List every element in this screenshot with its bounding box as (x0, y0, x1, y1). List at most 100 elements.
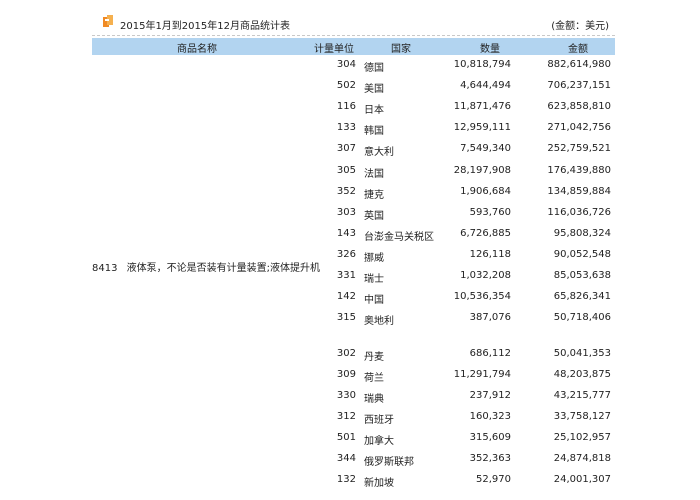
country-name: 挪威 (364, 253, 384, 264)
header-product-name: 商品名称 (177, 44, 217, 55)
quantity-cell: 28,197,908 (453, 165, 511, 176)
table-row: 315 奥地利 387,076 50,718,406 (320, 312, 615, 327)
amount-cell: 24,874,818 (553, 453, 611, 464)
table-row: 331 瑞士 1,032,208 85,053,638 (320, 270, 615, 285)
quantity-cell: 686,112 (469, 348, 511, 359)
country-name: 法国 (364, 169, 384, 180)
country-name: 日本 (364, 105, 384, 116)
table-row: 116 日本 11,871,476 623,858,810 (320, 101, 615, 116)
table-row: 307 意大利 7,549,340 252,759,521 (320, 143, 615, 158)
table-row: 312 西班牙 160,323 33,758,127 (320, 411, 615, 426)
table-row: 326 挪威 126,118 90,052,548 (320, 249, 615, 264)
country-code: 330 (336, 390, 356, 401)
country-name: 捷克 (364, 190, 384, 201)
quantity-cell: 6,726,885 (460, 228, 511, 239)
country-name: 加拿大 (364, 436, 394, 447)
table-row: 132 新加坡 52,970 24,001,307 (320, 474, 615, 489)
amount-cell: 134,859,884 (547, 186, 611, 197)
table-row: 133 韩国 12,959,111 271,042,756 (320, 122, 615, 137)
country-code: 309 (336, 369, 356, 380)
header-country: 国家 (391, 44, 411, 55)
quantity-cell: 315,609 (469, 432, 511, 443)
country-code: 143 (336, 228, 356, 239)
country-name: 丹麦 (364, 352, 384, 363)
amount-cell: 116,036,726 (547, 207, 611, 218)
amount-cell: 65,826,341 (553, 291, 611, 302)
country-name: 西班牙 (364, 415, 394, 426)
country-code: 331 (336, 270, 356, 281)
country-code: 352 (336, 186, 356, 197)
quantity-cell: 10,818,794 (453, 59, 511, 70)
amount-cell: 90,052,548 (553, 249, 611, 260)
quantity-cell: 12,959,111 (453, 122, 511, 133)
amount-cell: 176,439,880 (547, 165, 611, 176)
table-row: 344 俄罗斯联邦 352,363 24,874,818 (320, 453, 615, 468)
amount-cell: 33,758,127 (553, 411, 611, 422)
country-code: 502 (336, 80, 356, 91)
quantity-cell: 126,118 (469, 249, 511, 260)
quantity-cell: 352,363 (469, 453, 511, 464)
product-name: 液体泵，不论是否装有计量装置;液体提升机 (126, 263, 321, 274)
table-row: 330 瑞典 237,912 43,215,777 (320, 390, 615, 405)
table-row: 303 英国 593,760 116,036,726 (320, 207, 615, 222)
quantity-cell: 4,644,494 (460, 80, 511, 91)
country-code: 302 (336, 348, 356, 359)
amount-cell: 50,041,353 (553, 348, 611, 359)
amount-cell: 48,203,875 (553, 369, 611, 380)
product-code: 8413 (92, 263, 118, 274)
report-title: 2015年1月到2015年12月商品统计表 (120, 21, 290, 32)
country-code: 344 (336, 453, 356, 464)
table-row: 304 德国 10,818,794 882,614,980 (320, 59, 615, 74)
table-row: 302 丹麦 686,112 50,041,353 (320, 348, 615, 363)
country-name: 奥地利 (364, 316, 394, 327)
amount-cell: 24,001,307 (553, 474, 611, 485)
country-name: 美国 (364, 84, 384, 95)
country-code: 132 (336, 474, 356, 485)
quantity-cell: 11,291,794 (453, 369, 511, 380)
header-amount: 金额 (568, 44, 588, 55)
country-name: 英国 (364, 211, 384, 222)
currency-unit-label: (金额：美元) (551, 21, 609, 32)
quantity-cell: 237,912 (469, 390, 511, 401)
table-row: 305 法国 28,197,908 176,439,880 (320, 165, 615, 180)
country-code: 501 (336, 432, 356, 443)
country-name: 新加坡 (364, 478, 394, 489)
country-code: 116 (336, 101, 356, 112)
country-name: 瑞士 (364, 274, 384, 285)
country-name: 中国 (364, 295, 384, 306)
amount-cell: 271,042,756 (547, 122, 611, 133)
amount-cell: 706,237,151 (547, 80, 611, 91)
country-code: 133 (336, 122, 356, 133)
quantity-cell: 387,076 (469, 312, 511, 323)
country-code: 304 (336, 59, 356, 70)
quantity-cell: 10,536,354 (453, 291, 511, 302)
amount-cell: 623,858,810 (547, 101, 611, 112)
table-row: 309 荷兰 11,291,794 48,203,875 (320, 369, 615, 384)
quantity-cell: 160,323 (469, 411, 511, 422)
amount-cell: 50,718,406 (553, 312, 611, 323)
country-code: 315 (336, 312, 356, 323)
table-row: 502 美国 4,644,494 706,237,151 (320, 80, 615, 95)
report-title-bar: 2015年1月到2015年12月商品统计表 (金额：美元) (92, 10, 615, 36)
report-icon (103, 15, 113, 27)
country-name: 荷兰 (364, 373, 384, 384)
amount-cell: 85,053,638 (553, 270, 611, 281)
country-code: 303 (336, 207, 356, 218)
amount-cell: 25,102,957 (553, 432, 611, 443)
table-row: 501 加拿大 315,609 25,102,957 (320, 432, 615, 447)
quantity-cell: 52,970 (476, 474, 511, 485)
quantity-cell: 11,871,476 (453, 101, 511, 112)
country-code: 307 (336, 143, 356, 154)
header-quantity: 数量 (480, 44, 500, 55)
country-code: 326 (336, 249, 356, 260)
product-cell: 8413 液体泵，不论是否装有计量装置;液体提升机 (92, 259, 320, 274)
country-name: 台澎金马关税区 (364, 232, 434, 243)
header-unit: 计量单位 (314, 44, 354, 55)
quantity-cell: 1,906,684 (460, 186, 511, 197)
amount-cell: 43,215,777 (553, 390, 611, 401)
amount-cell: 252,759,521 (547, 143, 611, 154)
table-row: 352 捷克 1,906,684 134,859,884 (320, 186, 615, 201)
quantity-cell: 593,760 (469, 207, 511, 218)
country-code: 312 (336, 411, 356, 422)
table-header: 商品名称 计量单位 国家 数量 金额 (92, 38, 615, 55)
